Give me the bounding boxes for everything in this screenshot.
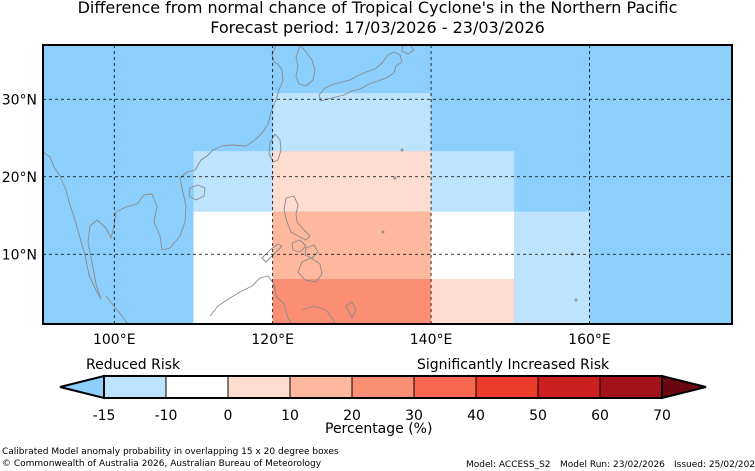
coastline-islet (381, 230, 385, 234)
colorbar-segment (103, 375, 167, 399)
latitude-tick-label: 10°N (2, 247, 37, 263)
footer-description: Calibrated Model anomaly probability in … (2, 447, 339, 457)
latitude-tick-label: 30°N (2, 92, 37, 108)
risk-cell (272, 93, 432, 152)
colorbar-segment (227, 375, 291, 399)
axis-tick-labels: 10°N 20°N 30°N 100°E 120°E 140°E 160°E (2, 92, 611, 348)
colorbar-tick-label: 30 (405, 408, 423, 424)
longitude-tick-label: 100°E (93, 332, 136, 348)
risk-cell (431, 279, 515, 324)
reduced-risk-label: Reduced Risk (86, 357, 181, 373)
coastline-hainan (188, 184, 206, 201)
risk-cell (193, 211, 273, 324)
coastline-borneo (209, 275, 293, 324)
colorbar-segment (537, 375, 601, 399)
colorbar-segment (289, 375, 353, 399)
colorbar-tick-label: 20 (343, 408, 361, 424)
coastline-korea (295, 45, 316, 87)
chart-title: Difference from normal chance of Tropica… (77, 0, 678, 17)
colorbar-tick-label: 10 (281, 408, 299, 424)
colorbar-axis-label: Percentage (%) (325, 421, 433, 437)
coastline-islet (574, 298, 578, 302)
colorbar-tick-label: 70 (653, 408, 671, 424)
coastline-visayas (291, 239, 319, 259)
coastline-japan (318, 51, 403, 102)
colorbar-tick-label: -15 (93, 408, 116, 424)
coastline-asia (43, 45, 284, 300)
risk-cell (431, 211, 515, 280)
colorbar-legend: -15 -10 0 10 20 30 40 50 60 70 (59, 374, 707, 424)
colorbar-outline (103, 375, 663, 399)
coastline-moluccas (345, 301, 357, 319)
colorbar-segment (413, 375, 477, 399)
footer-model-run: Model Run: 23/02/2026 (560, 460, 665, 470)
map-area (43, 45, 732, 324)
risk-cell (193, 151, 273, 212)
risk-cell (514, 211, 590, 324)
latitude-tick-label: 20°N (2, 170, 37, 186)
colorbar-segment (165, 375, 229, 399)
footer-model: Model: ACCESS_S2 (466, 460, 551, 470)
longitude-tick-label: 120°E (251, 332, 294, 348)
increased-risk-label: Significantly Increased Risk (417, 357, 610, 373)
colorbar-segment (475, 375, 539, 399)
forecast-period-subtitle: Forecast period: 17/03/2026 - 23/03/2026 (210, 18, 545, 37)
colorbar-segment (599, 375, 663, 399)
colorbar-tick-label: 0 (224, 408, 233, 424)
risk-cell (272, 151, 432, 212)
graticule (43, 45, 732, 324)
map-frame (42, 44, 733, 325)
risk-cell (431, 151, 515, 212)
coastlines (43, 45, 578, 324)
risk-cell (272, 279, 432, 324)
coastline-islet (400, 148, 404, 152)
footer-issued: Issued: 25/02/2026 (674, 460, 755, 470)
colorbar-segment (351, 375, 415, 399)
coastline-luzon (283, 195, 311, 241)
coastline-islet (393, 176, 397, 180)
colorbar-under-triangle (59, 374, 105, 400)
coastline-sulawesi (301, 305, 337, 324)
longitude-tick-label: 140°E (410, 332, 453, 348)
colorbar-tick-label: -10 (155, 408, 178, 424)
coastline-mindanao (297, 257, 323, 283)
coastline-malaya (105, 295, 129, 324)
coastline-taiwan (268, 133, 282, 163)
longitude-tick-label: 160°E (568, 332, 611, 348)
colorbar-tick-label: 60 (591, 408, 609, 424)
colorbar-tick-label: 50 (529, 408, 547, 424)
colorbar-tick-label: 40 (467, 408, 485, 424)
colorbar-over-triangle (661, 374, 707, 400)
risk-cells (193, 93, 590, 324)
footer-copyright: © Commonwealth of Australia 2026, Austra… (2, 459, 322, 469)
coastline-palawan (261, 243, 283, 263)
risk-cell (272, 211, 432, 280)
